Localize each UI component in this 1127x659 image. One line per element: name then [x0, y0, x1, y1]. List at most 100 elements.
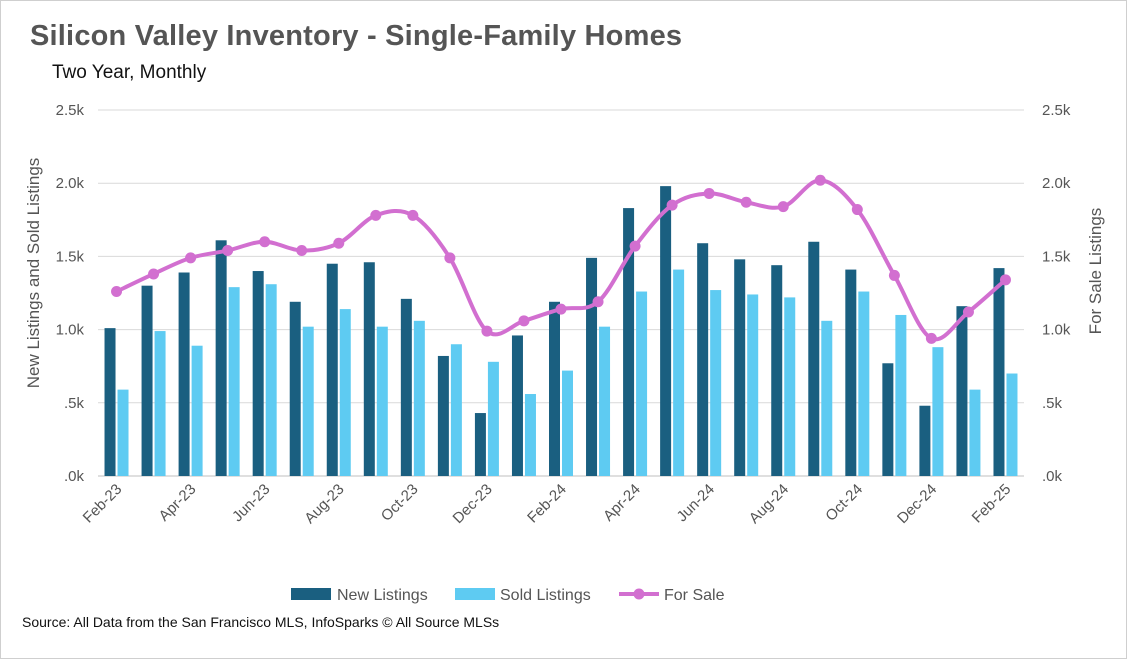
- x-tick-label: Oct-23: [378, 481, 422, 525]
- for-sale-point: [629, 240, 641, 252]
- for-sale-point: [999, 274, 1011, 286]
- for-sale-point: [444, 252, 456, 264]
- bar-sold-listings: [710, 290, 722, 476]
- for-sale-line-group: [111, 174, 1011, 344]
- bar-sold-listings: [784, 297, 796, 476]
- legend-swatch-new-listings: [291, 588, 331, 600]
- x-tick-label: Oct-24: [822, 481, 866, 525]
- y-tick-label-right: 2.5k: [1042, 102, 1071, 119]
- bar-new-listings: [660, 186, 672, 477]
- x-tick-label: Dec-24: [894, 481, 940, 527]
- legend-label-for-sale: For Sale: [664, 587, 725, 604]
- bar-new-listings: [437, 355, 449, 476]
- x-tick-label: Jun-23: [229, 481, 273, 525]
- for-sale-point: [666, 199, 678, 211]
- bar-sold-listings: [636, 291, 648, 476]
- bar-sold-listings: [339, 309, 351, 476]
- for-sale-point: [185, 252, 197, 264]
- x-tick-label: Aug-24: [746, 481, 792, 527]
- bar-new-listings: [474, 413, 486, 476]
- bar-new-listings: [993, 268, 1005, 476]
- bar-new-listings: [808, 241, 820, 476]
- for-sale-point: [518, 315, 530, 327]
- bar-new-listings: [511, 335, 523, 476]
- y-tick-label-right: 1.0k: [1042, 322, 1071, 339]
- legend: New Listings Sold Listings For Sale: [291, 587, 725, 604]
- legend-swatch-for-sale-marker: [633, 588, 645, 600]
- y-tick-label-left: .0k: [64, 468, 85, 485]
- for-sale-point: [888, 269, 900, 281]
- for-sale-point: [111, 286, 123, 298]
- y-tick-label-right: .0k: [1042, 468, 1063, 485]
- y-tick-label-left: .5k: [64, 395, 85, 412]
- for-sale-point: [148, 268, 160, 280]
- x-tick-label: Feb-23: [80, 481, 126, 527]
- bar-sold-listings: [562, 370, 573, 476]
- bar-sold-listings: [932, 347, 944, 476]
- bar-sold-listings: [1006, 373, 1018, 476]
- for-sale-point: [592, 296, 604, 308]
- bar-new-listings: [623, 208, 635, 476]
- y-tick-label-right: .5k: [1042, 395, 1063, 412]
- bar-sold-listings: [154, 331, 166, 476]
- bar-new-listings: [215, 240, 227, 476]
- for-sale-point: [703, 187, 715, 199]
- for-sale-point: [370, 209, 382, 221]
- for-sale-point: [814, 174, 826, 186]
- for-sale-point: [925, 332, 937, 344]
- bar-sold-listings: [450, 344, 462, 476]
- bar-new-listings: [326, 263, 338, 476]
- source-note: Source: All Data from the San Francisco …: [22, 614, 500, 630]
- y-axis-title-left: New Listings and Sold Listings: [24, 158, 43, 389]
- bar-new-listings: [400, 298, 412, 476]
- for-sale-point: [555, 303, 567, 315]
- x-tick-label: Feb-24: [524, 481, 570, 527]
- y-tick-label-right: 1.5k: [1042, 248, 1071, 265]
- legend-label-sold-listings: Sold Listings: [500, 587, 591, 604]
- legend-swatch-sold-listings: [455, 588, 495, 600]
- bar-new-listings: [289, 301, 301, 476]
- y-tick-label-left: 1.5k: [56, 248, 85, 265]
- bar-sold-listings: [228, 287, 240, 476]
- x-tick-label: Aug-23: [301, 481, 347, 527]
- for-sale-point: [333, 237, 345, 249]
- bar-new-listings: [845, 269, 857, 476]
- x-tick-label: Dec-23: [450, 481, 496, 527]
- for-sale-point: [407, 209, 419, 221]
- bar-new-listings: [252, 271, 264, 476]
- for-sale-point: [777, 201, 789, 213]
- y-tick-label-left: 2.5k: [56, 102, 85, 119]
- bar-sold-listings: [376, 326, 388, 476]
- bar-sold-listings: [673, 269, 685, 476]
- bars: [104, 186, 1018, 477]
- for-sale-point: [481, 325, 493, 337]
- for-sale-point: [296, 245, 308, 257]
- bar-new-listings: [104, 328, 116, 476]
- bar-sold-listings: [895, 314, 907, 476]
- bar-new-listings: [697, 243, 709, 476]
- for-sale-point: [962, 306, 974, 318]
- y-axis-title-right: For Sale Listings: [1086, 208, 1105, 335]
- bar-sold-listings: [599, 326, 611, 476]
- bar-sold-listings: [821, 320, 833, 476]
- bar-new-listings: [549, 301, 560, 476]
- bar-new-listings: [586, 257, 598, 476]
- bar-sold-listings: [413, 320, 425, 476]
- legend-label-new-listings: New Listings: [337, 587, 428, 604]
- for-sale-point: [259, 236, 271, 248]
- y-tick-label-left: 1.0k: [56, 322, 85, 339]
- x-tick-label: Feb-25: [969, 481, 1015, 527]
- bar-new-listings: [771, 265, 783, 476]
- x-tick-label: Apr-24: [600, 481, 644, 525]
- bar-new-listings: [734, 259, 746, 476]
- chart-subtitle: Two Year, Monthly: [52, 62, 207, 83]
- bar-sold-listings: [265, 284, 277, 476]
- bar-sold-listings: [302, 326, 314, 476]
- x-tick-label: Jun-24: [674, 481, 718, 525]
- bar-sold-listings: [191, 345, 203, 476]
- bar-sold-listings: [747, 294, 759, 476]
- bar-new-listings: [919, 405, 931, 476]
- bar-new-listings: [363, 262, 375, 476]
- y-tick-label-left: 2.0k: [56, 175, 85, 192]
